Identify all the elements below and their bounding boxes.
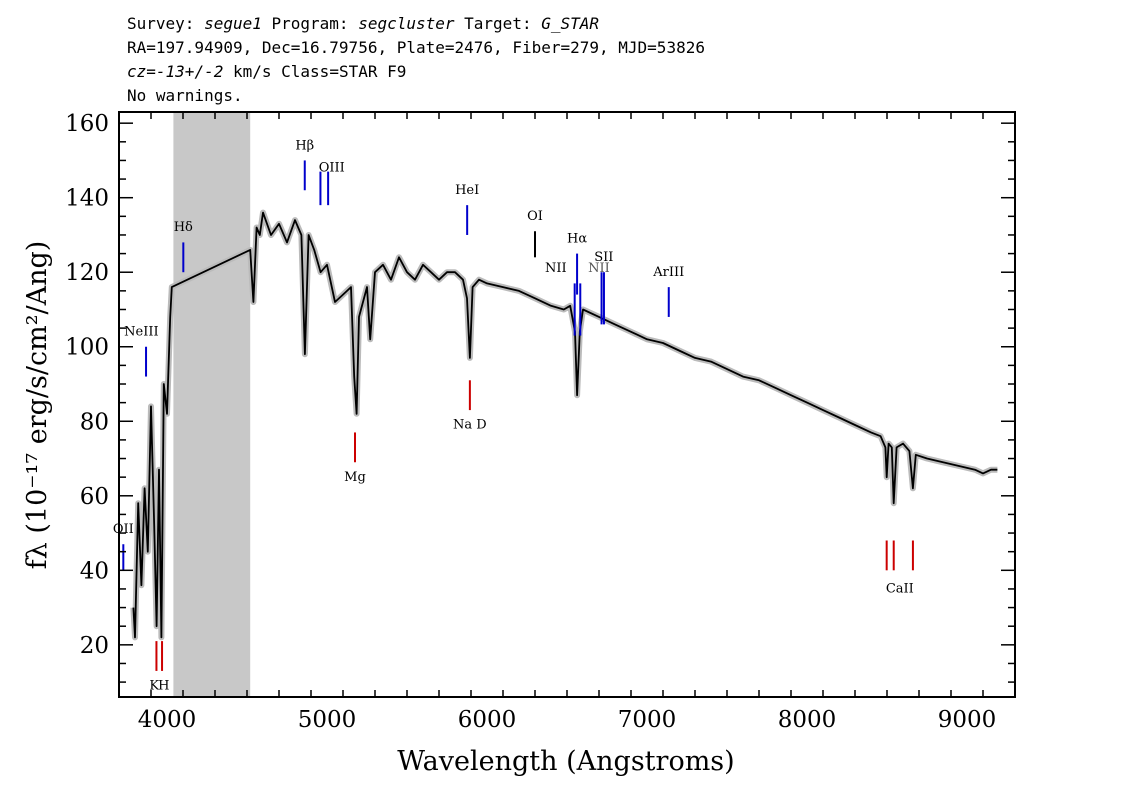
- line-label-h-: Hβ: [295, 138, 314, 153]
- cz-value: -13+/-2: [156, 62, 223, 81]
- line-label-ariii: ArIII: [652, 265, 684, 280]
- flux-line: [132, 211, 998, 639]
- x-tick-label: 6000: [458, 707, 517, 733]
- program-value: segcluster: [358, 14, 455, 33]
- line-label-oi: OI: [527, 209, 543, 224]
- plot-frame: [118, 111, 1016, 698]
- line-label-nii: NII: [545, 261, 567, 276]
- y-tick-label: 160: [65, 111, 109, 137]
- line-label-neiii: NeIII: [124, 325, 158, 340]
- line-label-na-d: Na D: [453, 418, 487, 433]
- line-label-k: K: [149, 679, 159, 694]
- class-value: Class=STAR F9: [272, 62, 407, 81]
- cz-label: cz=: [127, 62, 156, 81]
- y-tick-label: 140: [65, 186, 109, 212]
- y-tick-label: 60: [80, 484, 109, 510]
- line-label-h-: Hα: [567, 231, 587, 246]
- x-axis-label: Wavelength (Angstroms): [397, 746, 734, 777]
- line-label-nii: NII: [588, 261, 610, 276]
- y-tick-label: 100: [65, 335, 109, 361]
- y-axis-label: fλ (10⁻¹⁷ erg/s/cm²/Ang): [22, 241, 53, 570]
- line-label-sii: SII: [594, 250, 613, 265]
- y-tick-label: 40: [80, 558, 109, 584]
- line-label-hei: HeI: [455, 183, 479, 198]
- target-value: G_STAR: [541, 14, 599, 33]
- y-tick-label: 120: [65, 260, 109, 286]
- header-line-2: RA=197.94909, Dec=16.79756, Plate=2476, …: [127, 38, 705, 57]
- x-tick-label: 8000: [778, 707, 837, 733]
- header-line-3: cz=-13+/-2 km/s Class=STAR F9: [127, 62, 406, 81]
- line-label-caii: CaII: [886, 582, 914, 597]
- program-label: Program:: [262, 14, 358, 33]
- header-line-1: Survey: segue1 Program: segcluster Targe…: [127, 14, 599, 33]
- x-tick-label: 9000: [938, 707, 997, 733]
- survey-value: segue1: [204, 14, 262, 33]
- line-label-oii: OII: [113, 522, 134, 537]
- x-tick-label: 4000: [138, 707, 197, 733]
- y-tick-label: 80: [80, 409, 109, 435]
- masked-region: [173, 112, 251, 697]
- y-tick-label: 20: [80, 633, 109, 659]
- y-axis: 20 40 60 80 100 120 140 160: [65, 111, 1015, 683]
- x-axis: 4000 5000 6000 7000 8000 9000: [118, 112, 1016, 733]
- line-label-oiii: OIII: [319, 161, 345, 176]
- line-label-mg: Mg: [344, 470, 366, 485]
- cz-unit: km/s: [223, 62, 271, 81]
- line-label-h-: Hδ: [174, 220, 193, 235]
- target-label: Target:: [455, 14, 542, 33]
- flux-error-band: [130, 209, 998, 641]
- x-tick-label: 5000: [298, 707, 357, 733]
- header-line-4: No warnings.: [127, 86, 243, 105]
- line-label-h: H: [158, 679, 169, 694]
- survey-label: Survey:: [127, 14, 204, 33]
- x-tick-label: 7000: [618, 707, 677, 733]
